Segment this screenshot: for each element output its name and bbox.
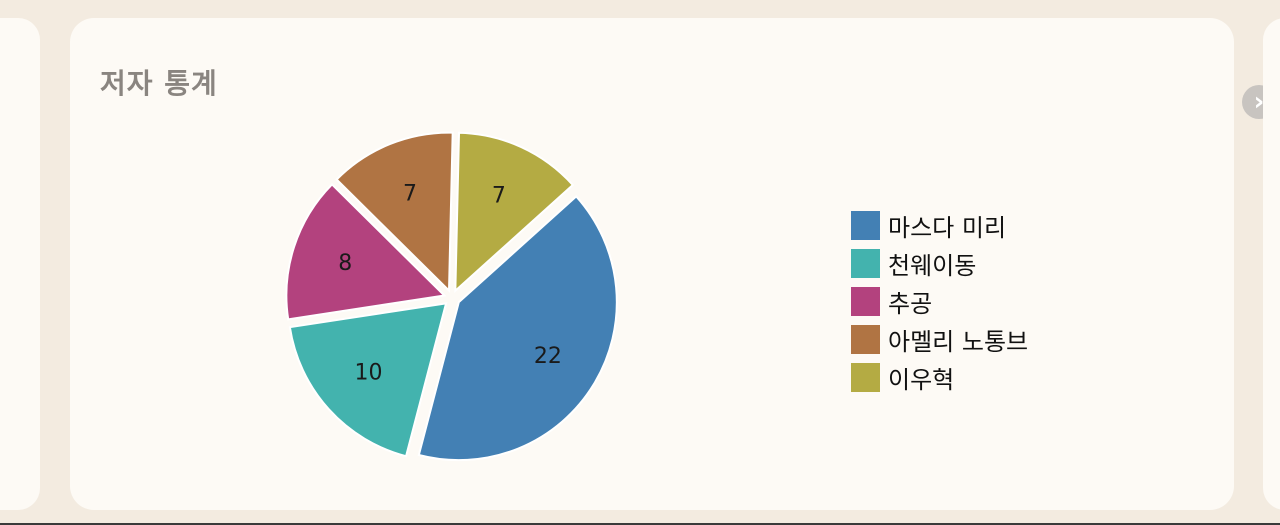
pie-slice	[335, 131, 454, 293]
legend-item: 천웨이동	[851, 244, 1028, 282]
next-card-edge[interactable]	[1263, 18, 1280, 510]
slice-value-label: 8	[338, 251, 352, 276]
legend-label: 마스다 미리	[888, 213, 1007, 242]
legend-swatch	[851, 248, 880, 278]
slice-value-label: 22	[534, 344, 562, 369]
slice-value-label: 7	[492, 183, 506, 208]
pie-slice	[288, 302, 448, 458]
legend-swatch	[851, 210, 880, 240]
legend-item: 추공	[851, 282, 1028, 320]
legend-label: 추공	[888, 289, 933, 318]
author-stats-card: 저자 통계 ›	[70, 18, 1276, 510]
legend-label: 천웨이동	[888, 251, 977, 280]
slice-value-label: 10	[355, 361, 383, 386]
chart-legend: 마스다 미리 천웨이동 추공 아멜리 노통브 이우혁	[851, 206, 1028, 396]
pie-slice	[417, 195, 618, 462]
legend-item: 마스다 미리	[851, 206, 1028, 244]
pie-slice	[454, 131, 575, 294]
legend-swatch	[851, 324, 880, 354]
legend-label: 이우혁	[888, 365, 955, 394]
legend-item: 아멜리 노통브	[851, 320, 1028, 358]
card-title: 저자 통계	[100, 67, 218, 100]
pie-slice	[285, 183, 447, 321]
legend-swatch	[851, 286, 880, 316]
bottom-divider	[0, 523, 1280, 525]
legend-item: 이우혁	[851, 358, 1028, 396]
previous-card-edge[interactable]: ›	[0, 18, 40, 510]
legend-label: 아멜리 노통브	[888, 327, 1029, 356]
slice-value-label: 7	[403, 181, 417, 206]
legend-swatch	[851, 362, 880, 392]
